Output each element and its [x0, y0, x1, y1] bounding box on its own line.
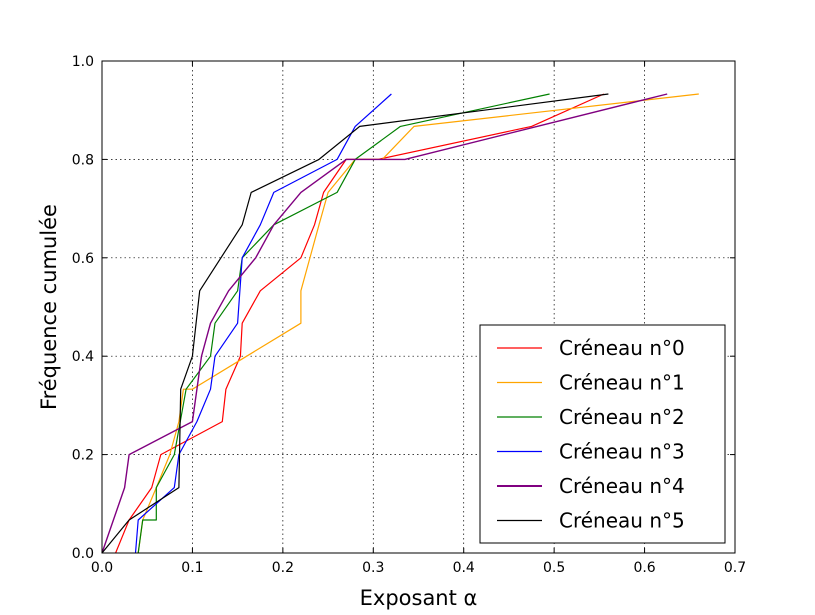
y-tick-label: 1.0	[72, 54, 94, 70]
y-tick-label: 0.4	[72, 349, 94, 365]
legend: Créneau n°0 Créneau n°1 Créneau n°2 Créneau…	[479, 324, 726, 544]
x-tick-label: 0.4	[453, 560, 475, 576]
x-tick-label: 0.0	[91, 560, 113, 576]
series-layer	[101, 93, 699, 554]
y-tick-label: 0.2	[72, 448, 94, 464]
legend-label: Créneau n°4	[559, 474, 685, 498]
legend-label: Créneau n°2	[559, 405, 685, 429]
legend-label: Créneau n°3	[559, 440, 685, 464]
series-line-creneau-4	[101, 93, 668, 554]
legend-label: Créneau n°0	[559, 336, 685, 360]
y-tick-label: 0.8	[72, 152, 94, 168]
y-axis-title: Fréquence cumulée	[37, 204, 61, 410]
legend-label: Créneau n°1	[559, 371, 685, 395]
x-tick-label: 0.7	[724, 560, 746, 576]
legend-label: Créneau n°5	[559, 509, 685, 533]
series-line-creneau-2	[137, 93, 550, 554]
y-tick-label: 0.0	[72, 546, 94, 562]
x-tick-label: 0.5	[543, 560, 565, 576]
ticks: 0.0 0.1 0.2 0.3 0.4 0.5 0.6 0.7 0.0 0.2 0.4 0.6 0.8 1…	[72, 54, 746, 576]
plot-frame	[101, 60, 736, 554]
y-tick-label: 0.6	[72, 251, 94, 267]
x-tick-label: 0.6	[633, 560, 655, 576]
series-line-creneau-3	[134, 93, 392, 554]
x-axis-title: Exposant α	[360, 586, 478, 610]
x-tick-label: 0.2	[272, 560, 294, 576]
legend-box	[479, 324, 726, 544]
series-line-creneau-5	[101, 93, 609, 554]
x-tick-label: 0.3	[362, 560, 384, 576]
x-tick-label: 0.1	[181, 560, 203, 576]
